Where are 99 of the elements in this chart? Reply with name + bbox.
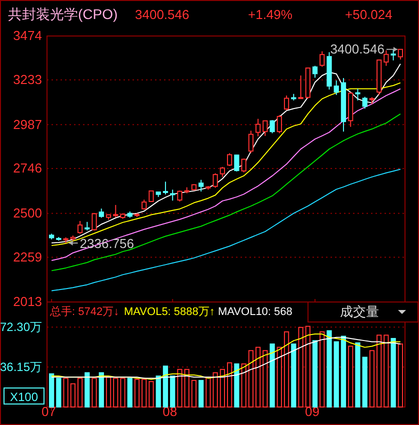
bar [241, 363, 246, 408]
bar [369, 350, 375, 408]
candlestick [98, 208, 104, 218]
bar [355, 342, 360, 408]
bar [56, 378, 62, 408]
candlestick [270, 120, 275, 134]
bar [262, 350, 268, 408]
candlestick [220, 166, 226, 178]
y-tick-label: 2746 [13, 160, 42, 176]
candlestick [177, 190, 182, 202]
bar [48, 373, 54, 408]
bar [291, 344, 296, 408]
candlestick [262, 120, 268, 136]
text: +1.49% [248, 7, 293, 22]
bar [148, 381, 154, 408]
bar [298, 326, 304, 408]
bar [70, 383, 76, 408]
bar [226, 362, 232, 408]
candlestick [284, 95, 290, 111]
text: 3400.546 [135, 7, 190, 22]
bar [390, 338, 396, 408]
bar [98, 372, 104, 408]
bar [92, 378, 97, 408]
candlestick [248, 130, 254, 154]
y-tick-label: 2013 [13, 294, 42, 310]
bar [191, 380, 197, 408]
line-series [51, 168, 401, 292]
bar [184, 368, 190, 408]
bar [162, 366, 168, 408]
bar [284, 331, 290, 408]
candlestick [276, 114, 282, 134]
bar [312, 340, 318, 408]
candlestick [113, 204, 118, 218]
y-tick-label: 2259 [13, 249, 42, 264]
candlestick [312, 65, 318, 78]
candlestick [212, 172, 218, 188]
candlestick [390, 49, 396, 61]
bar [220, 368, 226, 408]
bar [113, 378, 118, 408]
y-tick-label: 2987 [13, 116, 42, 132]
y-tick-label: 36.15万 [0, 360, 42, 374]
bar [340, 336, 346, 408]
bar [305, 326, 310, 408]
bar [77, 378, 83, 408]
candlestick [170, 189, 176, 202]
bar [120, 378, 126, 408]
y-tick-label: 72.30万 [0, 320, 42, 334]
candlestick [77, 220, 83, 234]
bar [63, 378, 68, 408]
candlestick [234, 154, 240, 172]
bar [276, 346, 282, 408]
candlestick [92, 212, 97, 231]
bar [206, 376, 211, 408]
candlestick [298, 75, 304, 100]
candlestick [241, 158, 246, 173]
candlestick [384, 50, 389, 66]
annotation: MAVOL5: 5888万↑ [124, 306, 215, 318]
bar [398, 344, 404, 408]
chart-title: 共封装光学(CPO) [8, 6, 118, 22]
candlestick [320, 50, 325, 68]
annotation: 3400.546 [330, 41, 384, 56]
bar [384, 334, 389, 408]
candlestick [362, 96, 368, 110]
bar [177, 368, 182, 408]
bar [270, 344, 275, 408]
bar [376, 334, 382, 408]
bar [320, 331, 325, 408]
bar [127, 378, 132, 408]
candlestick [398, 48, 404, 60]
candlestick [334, 80, 339, 96]
candlestick [198, 179, 204, 192]
bar [362, 356, 368, 408]
y-tick-label: 3474 [13, 28, 42, 44]
candlestick [162, 181, 168, 195]
bar [170, 376, 176, 408]
bar [106, 376, 112, 408]
bar [156, 376, 161, 408]
bar [255, 346, 261, 408]
candlestick [255, 118, 261, 137]
text: +50.024 [345, 7, 392, 22]
bar [142, 378, 147, 408]
bar [334, 341, 339, 408]
text: X100 [10, 390, 38, 404]
annotation: MAVOL10: 568 [218, 306, 292, 318]
bar [198, 380, 204, 408]
candlestick [355, 88, 360, 101]
bar [248, 350, 254, 408]
bar [134, 378, 140, 408]
annotation: 总手: 5742万↓ [49, 305, 120, 318]
candlestick [226, 152, 232, 166]
y-tick-label: 3233 [13, 72, 42, 88]
annotation: 成交量 [340, 304, 379, 319]
bar [212, 372, 218, 408]
bar [348, 346, 354, 408]
bar [234, 363, 240, 408]
line-series [51, 113, 401, 272]
y-tick-label: 2500 [13, 205, 42, 220]
bar [84, 372, 90, 408]
bar [326, 330, 332, 408]
